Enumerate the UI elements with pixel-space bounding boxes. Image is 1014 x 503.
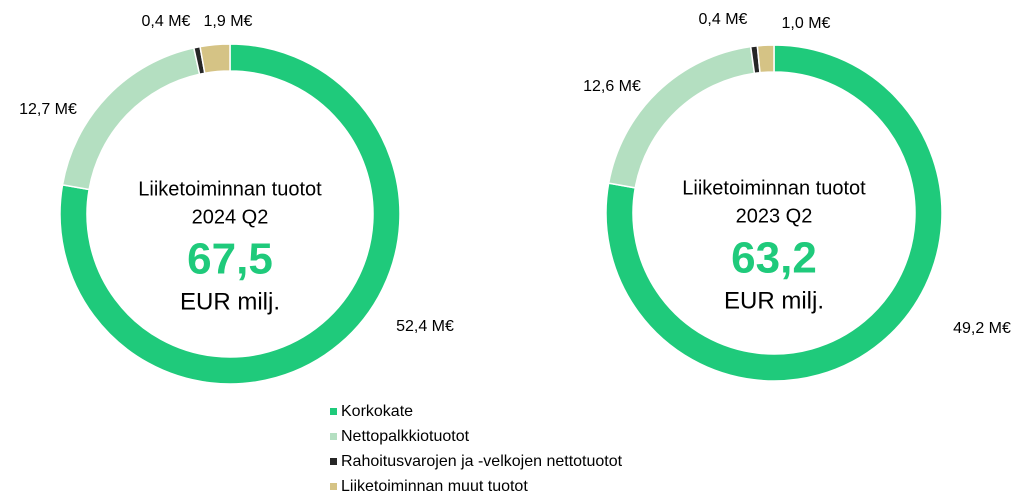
donut-segment xyxy=(605,44,943,382)
donut-segment xyxy=(61,46,201,191)
value-label: 1,0 M€ xyxy=(782,15,831,32)
center-unit: EUR milj. xyxy=(724,287,824,314)
legend-label: Korkokate xyxy=(341,403,413,420)
center-title: Liiketoiminnan tuotot xyxy=(682,177,866,199)
legend-swatch xyxy=(330,483,337,490)
value-label: 1,9 M€ xyxy=(204,13,253,30)
legend-swatch xyxy=(330,433,337,440)
value-label: 0,4 M€ xyxy=(699,11,748,28)
center-value: 67,5 xyxy=(187,235,273,284)
legend-label: Liiketoiminnan muut tuotot xyxy=(341,478,528,495)
value-label: 12,7 M€ xyxy=(19,101,77,118)
center-title: 2024 Q2 xyxy=(192,206,269,228)
center-title: 2023 Q2 xyxy=(736,205,813,227)
legend-label: Nettopalkkiotuotot xyxy=(341,428,470,445)
donut-segment xyxy=(756,44,775,74)
value-label: 12,6 M€ xyxy=(583,78,641,95)
center-unit: EUR milj. xyxy=(180,288,280,315)
value-label: 52,4 M€ xyxy=(396,318,454,335)
center-value: 63,2 xyxy=(731,234,817,283)
legend-swatch xyxy=(330,408,337,415)
legend-label: Rahoitusvarojen ja -velkojen nettotuotot xyxy=(341,453,623,470)
legend-swatch xyxy=(330,458,337,465)
center-title: Liiketoiminnan tuotot xyxy=(138,178,322,200)
donut-segment xyxy=(607,45,756,189)
donut-segment xyxy=(59,43,401,385)
value-label: 49,2 M€ xyxy=(953,320,1011,337)
donut-segment xyxy=(199,43,231,75)
value-label: 0,4 M€ xyxy=(142,13,191,30)
